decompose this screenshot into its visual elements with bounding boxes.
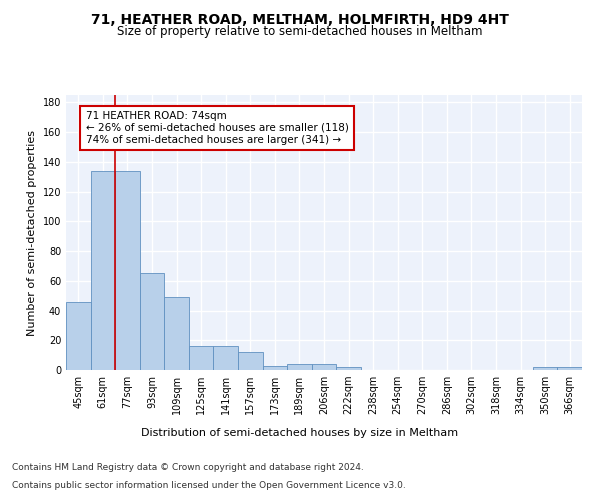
- Bar: [164, 297, 189, 370]
- Bar: [66, 302, 91, 370]
- Text: Contains HM Land Registry data © Crown copyright and database right 2024.: Contains HM Land Registry data © Crown c…: [12, 464, 364, 472]
- Bar: [287, 364, 312, 370]
- Text: 71 HEATHER ROAD: 74sqm
← 26% of semi-detached houses are smaller (118)
74% of se: 71 HEATHER ROAD: 74sqm ← 26% of semi-det…: [86, 112, 349, 144]
- Bar: [189, 346, 214, 370]
- Bar: [140, 274, 164, 370]
- Bar: [312, 364, 336, 370]
- Bar: [115, 171, 140, 370]
- Text: Distribution of semi-detached houses by size in Meltham: Distribution of semi-detached houses by …: [142, 428, 458, 438]
- Text: Size of property relative to semi-detached houses in Meltham: Size of property relative to semi-detach…: [117, 25, 483, 38]
- Text: Contains public sector information licensed under the Open Government Licence v3: Contains public sector information licen…: [12, 481, 406, 490]
- Bar: [214, 346, 238, 370]
- Bar: [238, 352, 263, 370]
- Bar: [263, 366, 287, 370]
- Bar: [557, 367, 582, 370]
- Bar: [91, 171, 115, 370]
- Y-axis label: Number of semi-detached properties: Number of semi-detached properties: [27, 130, 37, 336]
- Bar: [336, 367, 361, 370]
- Bar: [533, 367, 557, 370]
- Text: 71, HEATHER ROAD, MELTHAM, HOLMFIRTH, HD9 4HT: 71, HEATHER ROAD, MELTHAM, HOLMFIRTH, HD…: [91, 12, 509, 26]
